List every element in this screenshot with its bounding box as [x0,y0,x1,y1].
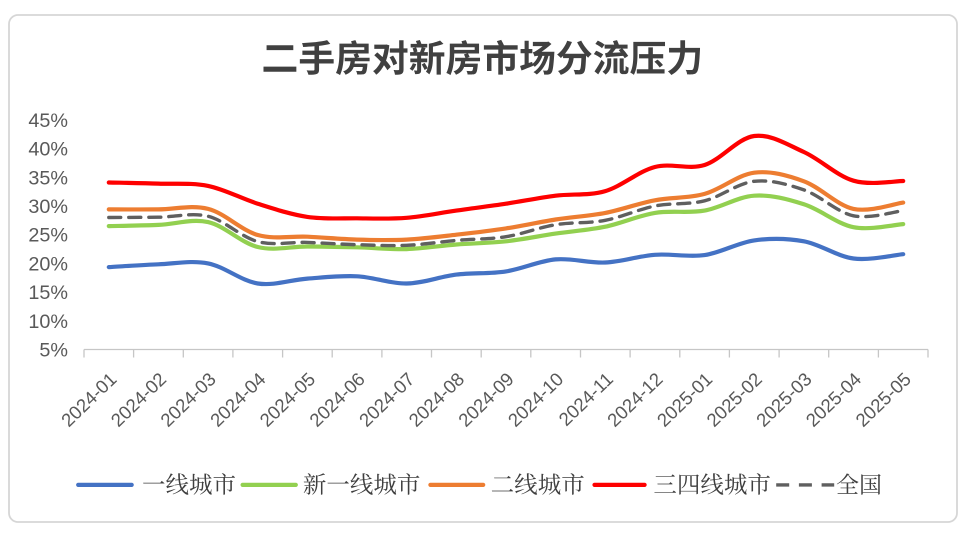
svg-text:20%: 20% [28,253,68,275]
svg-text:45%: 45% [28,110,68,132]
svg-text:35%: 35% [28,167,68,189]
svg-text:40%: 40% [28,139,68,161]
svg-text:10%: 10% [28,311,68,333]
svg-text:15%: 15% [28,282,68,304]
svg-text:30%: 30% [28,196,68,218]
svg-text:5%: 5% [39,340,68,362]
svg-text:25%: 25% [28,225,68,247]
